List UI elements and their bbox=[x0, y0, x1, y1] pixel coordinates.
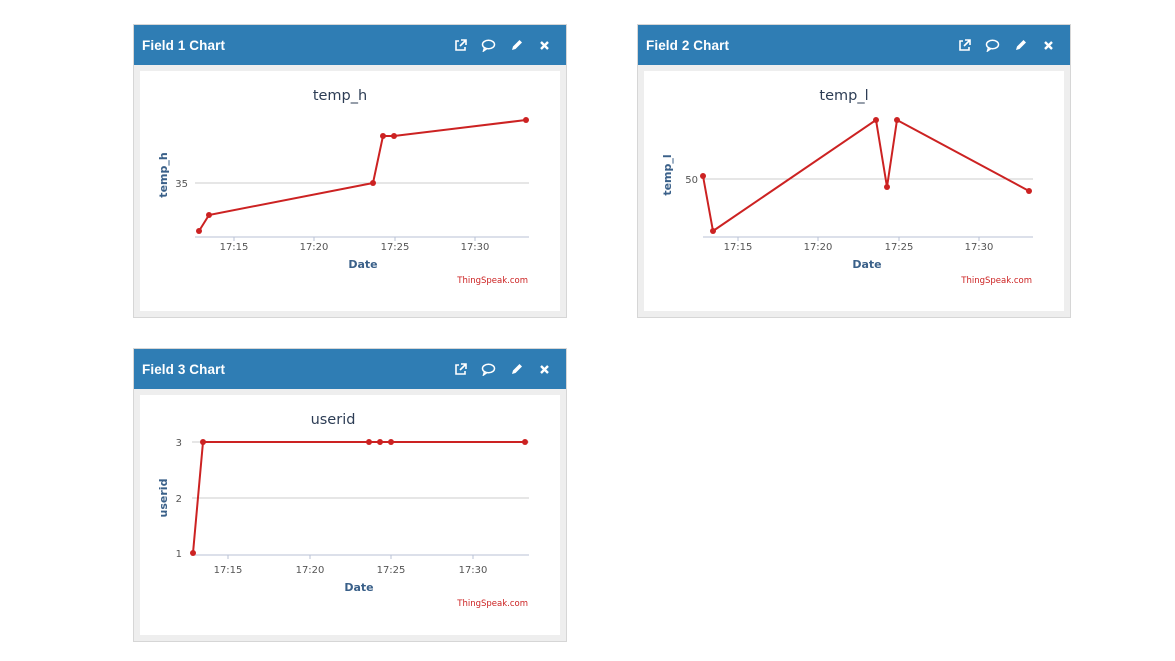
x-tick-label: 17:25 bbox=[885, 242, 914, 253]
data-point bbox=[522, 439, 528, 445]
data-point bbox=[894, 117, 900, 123]
x-axis-label: Date bbox=[852, 258, 881, 271]
chart-svg: temp_h 35 17:15 17:20 17:25 17:30 Date t… bbox=[157, 88, 529, 286]
series-line bbox=[192, 441, 525, 554]
chart-area: temp_h 35 17:15 17:20 17:25 17:30 Date t… bbox=[140, 71, 560, 311]
x-tick-label: 17:30 bbox=[965, 242, 994, 253]
series-line bbox=[702, 118, 1030, 233]
comment-icon[interactable] bbox=[480, 37, 496, 53]
panel-title: Field 3 Chart bbox=[142, 361, 226, 377]
series-line bbox=[198, 119, 527, 232]
data-point bbox=[190, 550, 196, 556]
x-tick-label: 17:25 bbox=[377, 565, 406, 576]
chart-area: temp_l 50 17:15 17:20 17:25 17:30 Date t… bbox=[644, 71, 1064, 311]
external-link-icon[interactable] bbox=[956, 37, 972, 53]
data-point bbox=[391, 133, 397, 139]
data-point bbox=[388, 439, 394, 445]
chart-svg: temp_l 50 17:15 17:20 17:25 17:30 Date t… bbox=[661, 88, 1033, 286]
data-point bbox=[710, 228, 716, 234]
x-tick-label: 17:15 bbox=[214, 565, 243, 576]
chart-title: temp_l bbox=[819, 88, 868, 104]
data-point bbox=[196, 228, 202, 234]
chart-title: temp_h bbox=[313, 88, 367, 104]
field-1-chart-panel: Field 1 Chart temp_h 35 17:15 17:20 17:2… bbox=[133, 24, 567, 318]
comment-icon[interactable] bbox=[480, 361, 496, 377]
panel-title: Field 1 Chart bbox=[142, 37, 226, 53]
y-axis-label: userid bbox=[157, 479, 170, 518]
y-tick-label: 1 bbox=[176, 549, 182, 560]
data-point bbox=[200, 439, 206, 445]
pencil-icon[interactable] bbox=[1012, 37, 1028, 53]
credit-label: ThingSpeak.com bbox=[960, 276, 1032, 286]
y-tick-label: 35 bbox=[175, 179, 188, 190]
close-icon[interactable] bbox=[1040, 37, 1056, 53]
x-tick-label: 17:25 bbox=[381, 242, 410, 253]
x-tick-label: 17:30 bbox=[459, 565, 488, 576]
field-3-chart-panel: Field 3 Chart userid 3 2 1 17:15 17:20 1… bbox=[133, 348, 567, 642]
data-point bbox=[370, 180, 376, 186]
y-tick-label: 2 bbox=[176, 494, 182, 505]
data-point bbox=[377, 439, 383, 445]
credit-label: ThingSpeak.com bbox=[456, 276, 528, 286]
x-tick-label: 17:20 bbox=[804, 242, 833, 253]
y-axis-label: temp_l bbox=[661, 154, 674, 195]
close-icon[interactable] bbox=[536, 37, 552, 53]
chart-svg: userid 3 2 1 17:15 17:20 17:25 17:30 Dat… bbox=[157, 412, 529, 609]
data-point bbox=[380, 133, 386, 139]
close-icon[interactable] bbox=[536, 361, 552, 377]
data-point bbox=[700, 173, 706, 179]
chart-area: userid 3 2 1 17:15 17:20 17:25 17:30 Dat… bbox=[140, 395, 560, 635]
panel-header: Field 3 Chart bbox=[134, 349, 566, 389]
external-link-icon[interactable] bbox=[452, 361, 468, 377]
field-2-chart-panel: Field 2 Chart temp_l 50 17:15 17:20 17:2… bbox=[637, 24, 1071, 318]
data-point bbox=[206, 212, 212, 218]
y-axis-label: temp_h bbox=[157, 152, 170, 197]
panel-header: Field 2 Chart bbox=[638, 25, 1070, 65]
chart-title: userid bbox=[311, 412, 356, 428]
x-tick-label: 17:30 bbox=[461, 242, 490, 253]
data-point bbox=[873, 117, 879, 123]
data-point bbox=[366, 439, 372, 445]
pencil-icon[interactable] bbox=[508, 361, 524, 377]
comment-icon[interactable] bbox=[984, 37, 1000, 53]
data-point bbox=[1026, 188, 1032, 194]
data-point bbox=[523, 117, 529, 123]
y-tick-label: 3 bbox=[176, 438, 182, 449]
panel-header: Field 1 Chart bbox=[134, 25, 566, 65]
panel-title: Field 2 Chart bbox=[646, 37, 730, 53]
x-axis-label: Date bbox=[344, 581, 373, 594]
x-tick-label: 17:15 bbox=[220, 242, 249, 253]
x-tick-label: 17:20 bbox=[296, 565, 325, 576]
data-point bbox=[884, 184, 890, 190]
x-tick-label: 17:15 bbox=[724, 242, 753, 253]
external-link-icon[interactable] bbox=[452, 37, 468, 53]
x-tick-label: 17:20 bbox=[300, 242, 329, 253]
pencil-icon[interactable] bbox=[508, 37, 524, 53]
x-axis-label: Date bbox=[348, 258, 377, 271]
y-tick-label: 50 bbox=[685, 175, 698, 186]
credit-label: ThingSpeak.com bbox=[456, 599, 528, 609]
